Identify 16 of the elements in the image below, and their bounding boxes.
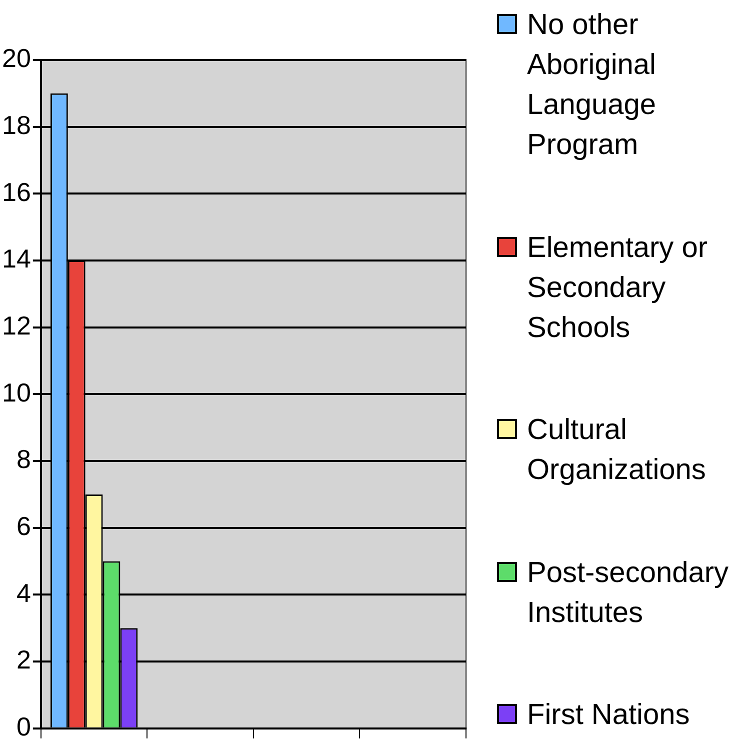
- legend-label: No other Aboriginal Language Program: [527, 8, 658, 163]
- legend-label: First Nations: [527, 698, 690, 733]
- y-tick-label: 0: [16, 712, 31, 742]
- legend-label: Elementary or Secondary Schools: [527, 230, 709, 346]
- y-tick-label: 20: [2, 43, 31, 74]
- y-tick-label: 4: [16, 578, 31, 608]
- legend-label: Post-secondary Institutes: [527, 556, 730, 630]
- y-tick-label: 2: [16, 644, 31, 675]
- y-tick-label: 14: [2, 244, 31, 274]
- y-tick-label: 12: [2, 310, 31, 341]
- y-tick-label: 16: [2, 176, 31, 207]
- y-tick-label: 18: [2, 110, 31, 140]
- y-tick-label: 10: [2, 377, 31, 408]
- y-tick-label: 8: [16, 444, 31, 474]
- legend-label: Cultural Organizations: [527, 413, 707, 488]
- y-tick-label: 6: [16, 511, 31, 542]
